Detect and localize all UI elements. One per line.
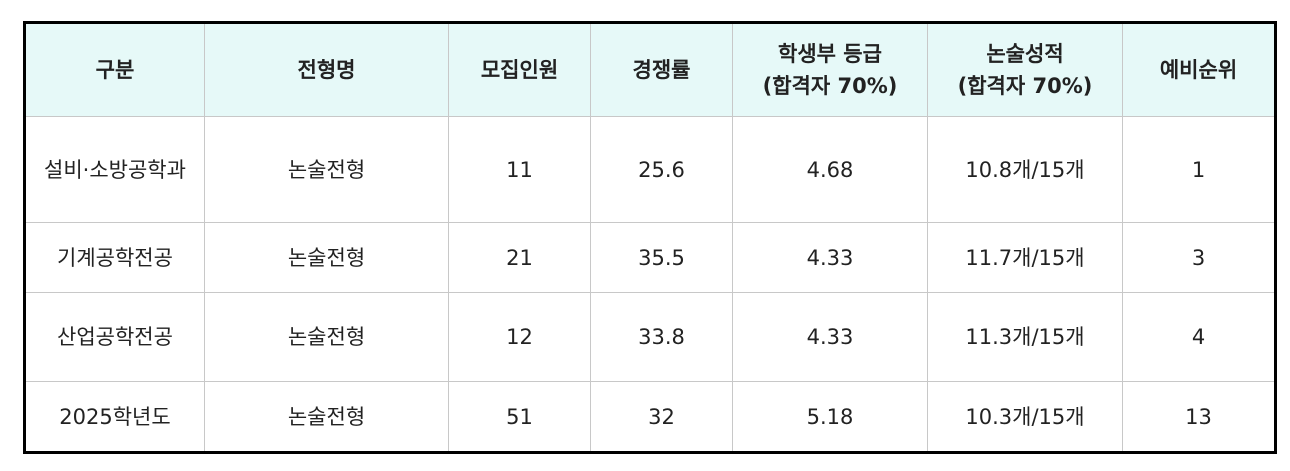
table-cell: 3	[1122, 222, 1276, 293]
header-cell: 모집인원	[448, 22, 591, 117]
table-row: 설비·소방공학과 논술전형 11 25.6 4.68 10.8개/15개 1	[24, 116, 1276, 223]
table-cell: 논술전형	[204, 292, 449, 382]
header-cell: 구분	[24, 22, 205, 117]
table-cell: 4.33	[732, 222, 928, 293]
table-row: 2025학년도 논술전형 51 32 5.18 10.3개/15개 13	[24, 381, 1276, 453]
table-cell: 12	[448, 292, 591, 382]
table-cell: 2025학년도	[24, 381, 205, 453]
header-line: 학생부 등급	[778, 42, 882, 66]
result-table: 구분 전형명 모집인원 경쟁률 학생부 등급 (합격자 70%) 논술성적 (합격자 70%)…	[23, 21, 1277, 454]
table-cell: 10.3개/15개	[927, 381, 1123, 453]
header-line: (합격자 70%)	[957, 74, 1093, 98]
header-cell: 전형명	[204, 22, 449, 117]
header-line: (합격자 70%)	[762, 74, 898, 98]
table-cell: 기계공학전공	[24, 222, 205, 293]
header-cell: 예비순위	[1122, 22, 1276, 117]
table-cell: 5.18	[732, 381, 928, 453]
table-body: 설비·소방공학과 논술전형 11 25.6 4.68 10.8개/15개 1 기계공학전공 논술…	[24, 116, 1276, 453]
header-cell: 논술성적 (합격자 70%)	[927, 22, 1123, 117]
table-cell: 논술전형	[204, 222, 449, 293]
table-row: 산업공학전공 논술전형 12 33.8 4.33 11.3개/15개 4	[24, 292, 1276, 382]
table-cell: 11	[448, 116, 591, 223]
table-cell: 설비·소방공학과	[24, 116, 205, 223]
header-cell: 경쟁률	[590, 22, 733, 117]
table-cell: 1	[1122, 116, 1276, 223]
table-cell: 25.6	[590, 116, 733, 223]
table-cell: 51	[448, 381, 591, 453]
header-line: 논술성적	[986, 42, 1064, 66]
table-cell: 13	[1122, 381, 1276, 453]
table-cell: 11.7개/15개	[927, 222, 1123, 293]
table-cell: 4	[1122, 292, 1276, 382]
table-cell: 32	[590, 381, 733, 453]
table-cell: 21	[448, 222, 591, 293]
header-row: 구분 전형명 모집인원 경쟁률 학생부 등급 (합격자 70%) 논술성적 (합격자 70%)…	[24, 22, 1276, 117]
table-cell: 4.68	[732, 116, 928, 223]
table-cell: 35.5	[590, 222, 733, 293]
table-cell: 11.3개/15개	[927, 292, 1123, 382]
table-cell: 33.8	[590, 292, 733, 382]
table-cell: 10.8개/15개	[927, 116, 1123, 223]
table-row: 기계공학전공 논술전형 21 35.5 4.33 11.7개/15개 3	[24, 222, 1276, 293]
table-cell: 논술전형	[204, 116, 449, 223]
table-cell: 산업공학전공	[24, 292, 205, 382]
table-cell: 4.33	[732, 292, 928, 382]
table-cell: 논술전형	[204, 381, 449, 453]
header-cell: 학생부 등급 (합격자 70%)	[732, 22, 928, 117]
